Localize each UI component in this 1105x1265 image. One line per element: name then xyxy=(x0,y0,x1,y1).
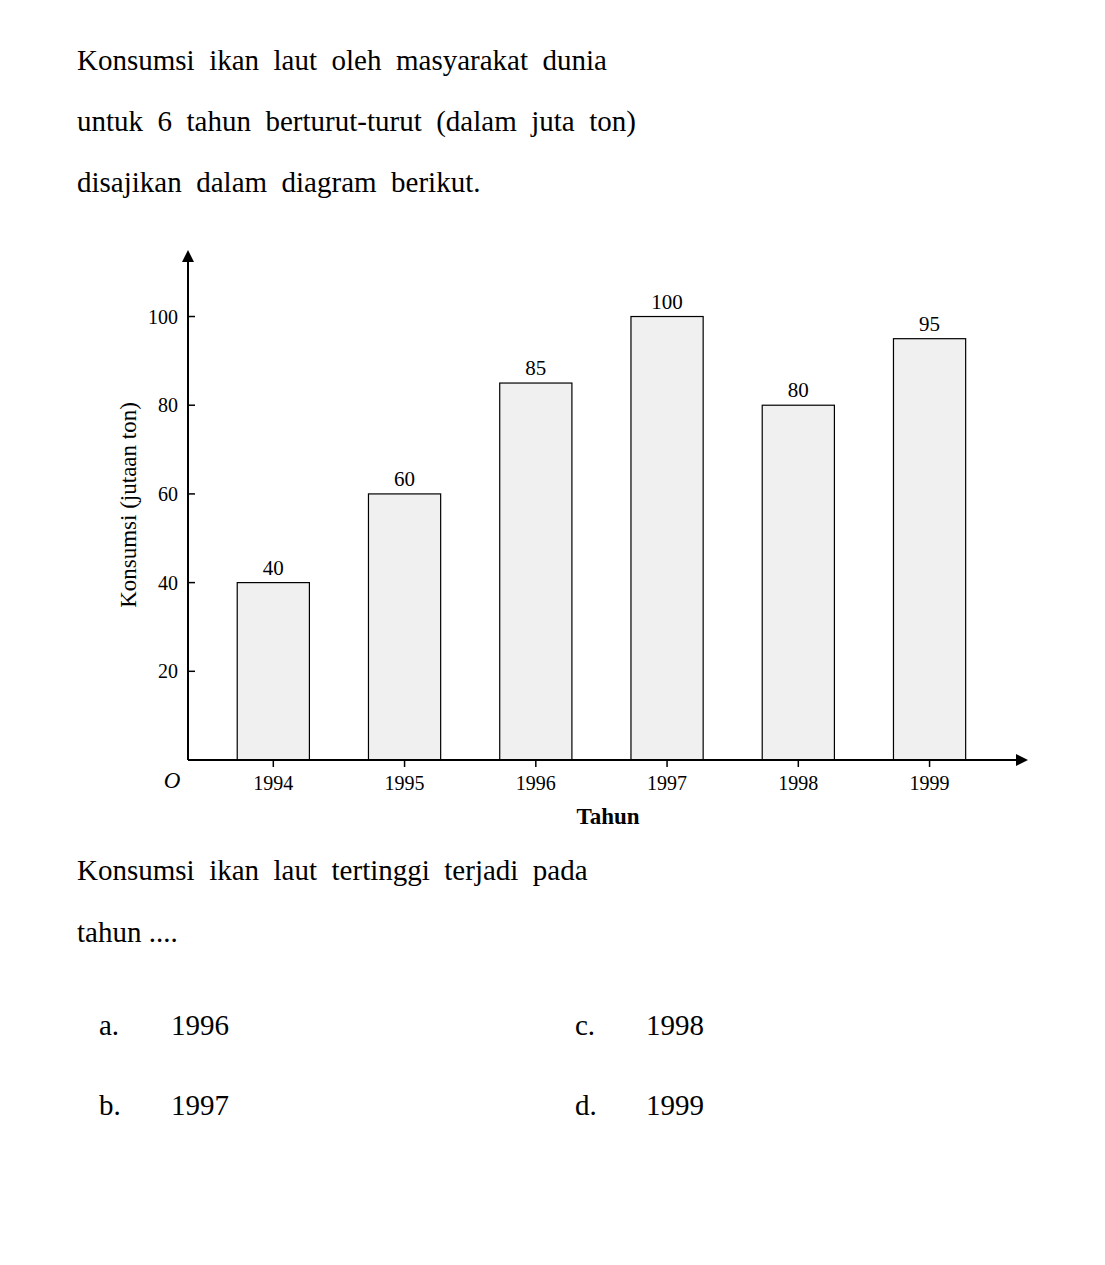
y-tick xyxy=(188,671,195,673)
x-tick xyxy=(404,760,406,767)
data-label: 80 xyxy=(788,378,809,402)
title: Konsumsi ikan laut oleh masyarakat dunia… xyxy=(77,44,636,198)
choice-label: a. xyxy=(99,1009,119,1041)
y-tick-label: 20 xyxy=(158,660,178,682)
background xyxy=(0,0,1105,1265)
choice-text: 1996 xyxy=(171,1009,229,1041)
choice-text: 1998 xyxy=(646,1009,704,1041)
bar xyxy=(893,339,965,760)
x-tick xyxy=(273,760,275,767)
data-label: 85 xyxy=(525,356,546,380)
bars xyxy=(237,317,965,760)
data-labels: 40 60 85 100 80 95 xyxy=(263,290,940,580)
data-label: 40 xyxy=(263,556,284,580)
x-tick-label: 1995 xyxy=(385,772,425,794)
x-tick xyxy=(798,760,800,767)
x-tick-label: 1999 xyxy=(910,772,950,794)
title-line: disajikan dalam diagram berikut. xyxy=(77,166,480,198)
bar xyxy=(500,383,572,760)
axes: 20 40 60 80 100 1994 1995 1996 1997 1998 1999 xyxy=(148,250,1028,794)
data-label: 60 xyxy=(394,467,415,491)
y-tick xyxy=(188,493,195,495)
data-label: 95 xyxy=(919,312,940,336)
origin-label: O xyxy=(164,768,181,793)
x-tick-label: 1996 xyxy=(516,772,556,794)
y-axis-line xyxy=(187,254,189,760)
x-axis-line xyxy=(188,759,1024,761)
x-axis-arrow xyxy=(1016,754,1028,766)
bar xyxy=(762,405,834,760)
x-tick-label: 1997 xyxy=(647,772,687,794)
data-label: 100 xyxy=(651,290,683,314)
y-tick-label: 100 xyxy=(148,306,178,328)
question-line: tahun .... xyxy=(77,916,178,948)
question: Konsumsi ikan laut tertinggi terjadi pad… xyxy=(77,854,588,948)
y-tick xyxy=(188,316,195,318)
y-axis-arrow xyxy=(182,250,194,262)
x-tick xyxy=(535,760,537,767)
bar xyxy=(237,583,309,760)
bar xyxy=(631,317,703,760)
x-axis-label: Tahun xyxy=(576,804,639,829)
x-tick xyxy=(666,760,668,767)
y-tick-label: 80 xyxy=(158,394,178,416)
title-line: Konsumsi ikan laut oleh masyarakat dunia xyxy=(77,44,607,76)
chart: Konsumsi ikan laut oleh masyarakat dunia… xyxy=(0,0,1105,1265)
x-tick-label: 1998 xyxy=(778,772,818,794)
choice-label: d. xyxy=(575,1089,597,1121)
y-tick xyxy=(188,582,195,584)
x-tick xyxy=(929,760,931,767)
y-tick xyxy=(188,404,195,406)
choice-text: 1999 xyxy=(646,1089,704,1121)
y-tick-label: 40 xyxy=(158,572,178,594)
choices: a. 1996 b. 1997 c. 1998 d. 1999 xyxy=(99,1009,704,1121)
choice-label: c. xyxy=(575,1009,595,1041)
y-axis-label: Konsumsi (jutaan ton) xyxy=(116,402,141,608)
choice-label: b. xyxy=(99,1089,121,1121)
question-line: Konsumsi ikan laut tertinggi terjadi pad… xyxy=(77,854,588,886)
bar xyxy=(368,494,440,760)
y-tick-label: 60 xyxy=(158,483,178,505)
title-line: untuk 6 tahun berturut-turut (dalam juta… xyxy=(77,105,636,138)
x-tick-label: 1994 xyxy=(253,772,293,794)
choice-text: 1997 xyxy=(171,1089,229,1121)
